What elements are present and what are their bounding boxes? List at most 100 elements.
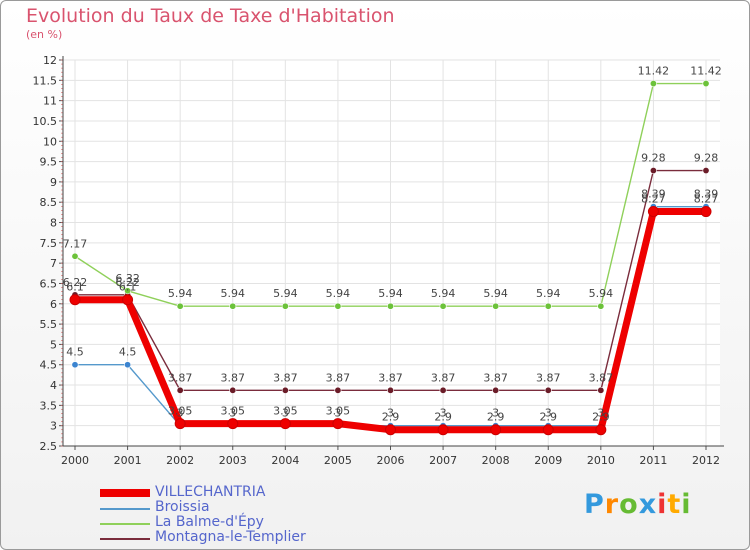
x-tick-label: 2010 [587,454,615,467]
x-tick-label: 2007 [429,454,457,467]
data-label: 2.9 [540,411,558,424]
y-tick-label: 5 [50,338,57,351]
data-point [124,287,132,295]
data-point [229,386,237,394]
data-label: 3 [440,407,447,420]
legend-label-montagna: Montagna-le-Templier [155,529,306,545]
y-tick-label: 11 [43,95,57,108]
y-tick-label: 2.5 [40,440,58,453]
x-tick-label: 2005 [324,454,352,467]
y-tick-label: 4 [50,379,57,392]
data-point [544,302,552,310]
data-label: 5.94 [431,287,456,300]
data-point [542,424,554,436]
data-label: 8.27 [641,193,666,206]
data-label: 5.94 [168,287,193,300]
data-label: 3.87 [168,371,193,384]
data-point [649,167,657,175]
data-label: 2.9 [592,411,610,424]
y-tick-label: 6.5 [40,277,58,290]
data-label: 3.87 [483,371,508,384]
data-label: 3 [387,407,394,420]
data-point [439,302,447,310]
data-label: 3.87 [221,371,246,384]
y-tick-label: 3 [50,420,57,433]
data-label: 5.94 [483,287,508,300]
data-point [544,386,552,394]
data-label: 3 [597,407,604,420]
data-label: 5.94 [273,287,298,300]
data-label: 7.17 [63,237,88,250]
data-point [595,424,607,436]
data-label: 6.1 [119,281,137,294]
y-tick-label: 10.5 [33,115,58,128]
data-point [124,361,132,369]
data-label: 3.05 [326,405,351,418]
data-label: 3.05 [221,405,246,418]
data-label: 3 [177,407,184,420]
data-point [437,424,449,436]
data-label: 3 [492,407,499,420]
data-point [279,418,291,430]
y-tick-label: 8 [50,217,57,230]
data-point [281,386,289,394]
data-label: 11.42 [690,65,722,78]
y-tick-label: 10 [43,135,57,148]
data-label: 5.94 [536,287,561,300]
x-tick-label: 2000 [61,454,89,467]
data-point [71,361,79,369]
data-point [386,302,394,310]
legend-swatch-villechantria [100,489,150,497]
data-label: 5.94 [221,287,246,300]
data-label: 3.05 [273,405,298,418]
data-label: 3.87 [536,371,561,384]
data-label: 11.42 [638,65,670,78]
data-point [492,302,500,310]
y-tick-label: 5.5 [40,318,58,331]
data-label: 3.87 [589,371,614,384]
data-label: 3.87 [273,371,298,384]
y-tick-label: 12 [43,54,57,67]
data-point [71,252,79,260]
legend-label-broissia: Broissia [155,499,210,515]
data-point [702,80,710,88]
data-point [332,418,344,430]
logo-letter: r [604,489,620,520]
data-point [229,302,237,310]
legend-item-la-balme: La Balme-d'Épy [100,514,400,531]
data-label: 9.28 [641,152,666,165]
data-label: 3 [282,407,289,420]
logo-letter: o [619,489,639,520]
data-point [334,302,342,310]
data-label: 5.94 [326,287,351,300]
chart-subtitle: (en %) [26,28,63,41]
data-label: 8.27 [694,193,719,206]
x-tick-label: 2006 [377,454,405,467]
data-label: 3 [334,407,341,420]
data-point [647,206,659,218]
logo-letter: i [681,489,692,520]
data-point [439,386,447,394]
data-point [385,424,396,436]
legend: VILLECHANTRIA Broissia La Balme-d'Épy Mo… [100,484,400,546]
data-point [122,294,134,306]
data-label: 8.39 [641,188,666,201]
y-tick-label: 11.5 [33,74,58,87]
logo-letter: i [657,489,668,520]
logo-letter: P [584,489,605,520]
data-point [702,167,710,175]
y-tick-label: 8.5 [40,196,58,209]
data-label: 8.39 [694,188,719,201]
data-label: 6.22 [115,276,140,289]
data-point [492,386,500,394]
legend-item-broissia: Broissia [100,499,400,516]
data-label: 3 [229,407,236,420]
y-tick-label: 3.5 [40,399,58,412]
data-point [386,386,394,394]
data-point [700,206,712,218]
data-point [597,302,605,310]
data-point [227,418,239,430]
data-point [174,418,186,430]
data-point [490,424,502,436]
